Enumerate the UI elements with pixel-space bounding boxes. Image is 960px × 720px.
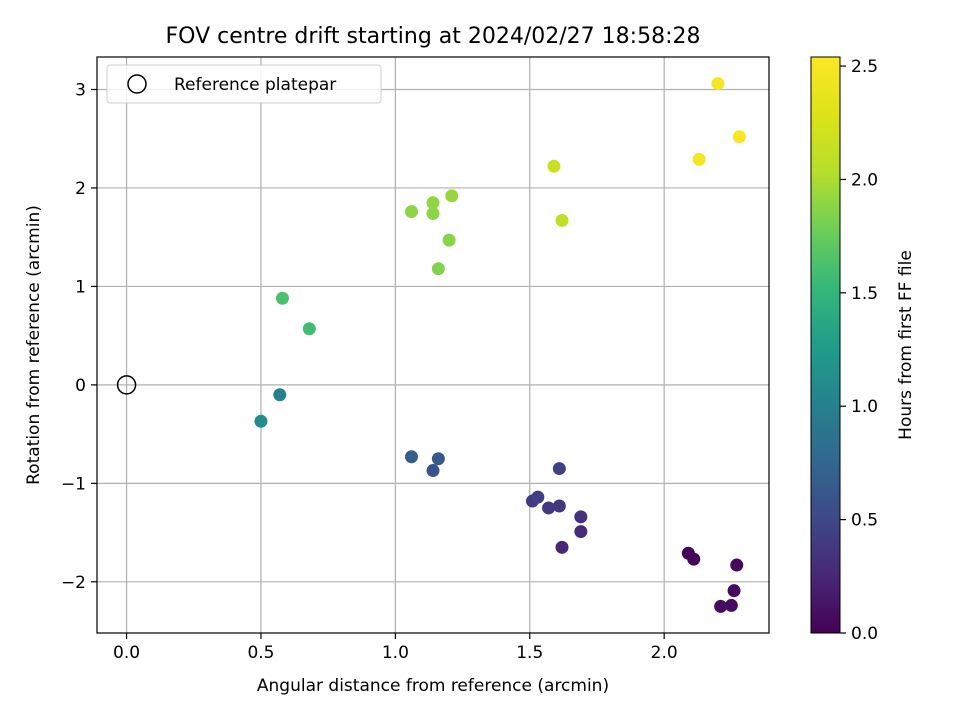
y-tick-label: −1 [61,474,86,494]
colorbar-tick-label: 2.0 [851,170,878,190]
colorbar-ticks: 0.0 0.5 1.0 1.5 2.0 2.5 [840,57,878,644]
data-point [552,499,566,513]
data-point [724,598,738,612]
x-tick-label: 1.0 [382,643,409,663]
data-point [273,388,287,402]
data-point [552,462,566,476]
colorbar-label: Hours from first FF file [896,250,916,440]
data-point [431,452,445,466]
y-tick-label: 2 [75,179,86,199]
reference-point-marker [116,375,137,395]
y-tick-label: −2 [61,573,86,593]
data-point [711,77,725,91]
data-point [426,207,440,221]
data-point [574,525,588,539]
plot-frame [96,56,770,634]
y-tick-label: 3 [75,80,86,100]
data-point [302,322,316,336]
data-point [732,130,746,144]
colorbar-tick-label: 1.0 [851,397,878,417]
data-point [531,490,545,504]
data-point [426,464,440,478]
data-point [714,599,728,613]
data-point [542,501,556,515]
y-axis-ticks: −2 −1 0 1 2 3 [61,80,97,593]
data-points [254,77,746,613]
colorbar-tick-label: 1.5 [851,284,878,304]
data-point [555,540,569,554]
colorbar-tick-label: 0.5 [851,511,878,531]
data-point [574,510,588,524]
data-point [730,558,744,572]
legend: Reference platepar [106,64,382,104]
x-tick-label: 0.5 [247,643,274,663]
y-tick-label: 0 [75,376,86,396]
data-point [442,233,456,247]
colorbar [810,56,841,634]
data-point [275,291,289,305]
grid-lines [97,57,769,633]
y-tick-label: 1 [75,277,86,297]
legend-box [106,64,382,104]
data-point [404,205,418,219]
data-point [692,152,706,166]
chart-title: FOV centre drift starting at 2024/02/27 … [166,24,701,49]
x-tick-label: 2.0 [651,643,678,663]
data-point [404,450,418,464]
data-point [445,189,459,203]
y-axis-label: Rotation from reference (arcmin) [24,205,44,485]
data-point [426,196,440,210]
x-tick-label: 0.0 [113,643,140,663]
data-point [687,552,701,566]
legend-label-reference: Reference platepar [174,75,336,95]
x-axis-label: Angular distance from reference (arcmin) [257,676,609,696]
data-point [555,213,569,227]
data-point [431,262,445,276]
colorbar-tick-label: 0.0 [851,624,878,644]
data-point [254,414,268,428]
colorbar-tick-label: 2.5 [851,57,878,77]
x-tick-label: 1.5 [516,643,543,663]
data-point [727,584,741,598]
x-axis-ticks: 0.0 0.5 1.0 1.5 2.0 [113,633,678,663]
data-point [547,159,561,173]
legend-marker-reference [127,74,147,94]
